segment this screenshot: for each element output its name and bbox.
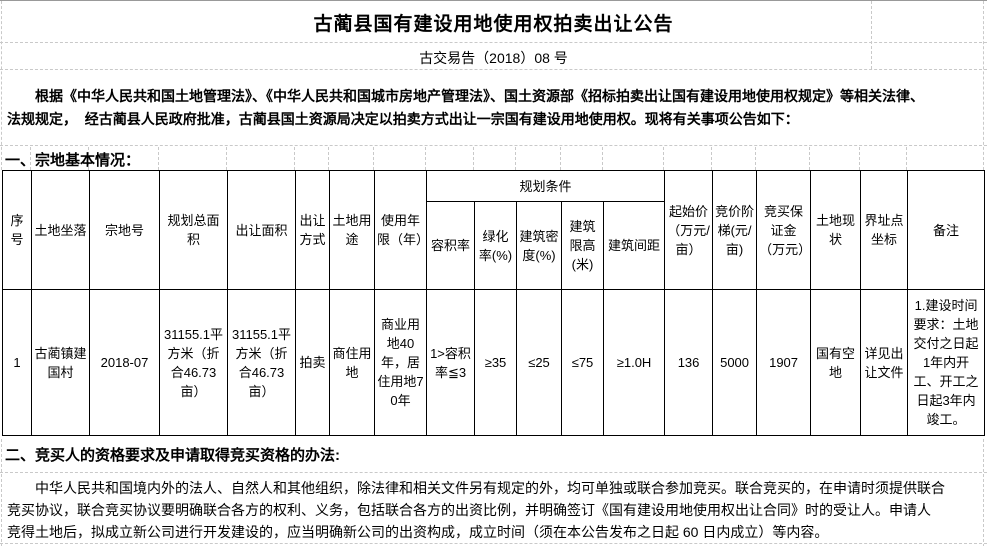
col-header-start-price: 起始价（万元/亩） xyxy=(664,170,714,290)
cell-height-limit: ≤75 xyxy=(561,289,604,436)
grid-line xyxy=(663,147,664,170)
grid-line xyxy=(294,147,295,170)
grid-line xyxy=(473,147,474,170)
col-header-seq: 序号 xyxy=(2,170,32,290)
cell-remark: 1.建设时间要求：土地交付之日起1年内开工、开工之日起3年内竣工。 xyxy=(907,289,986,436)
grid-line xyxy=(0,543,987,544)
cell-bid-step: 5000 xyxy=(712,289,758,436)
grid-line xyxy=(373,147,374,170)
grid-line xyxy=(809,147,810,170)
parcel-table: 序号 土地坐落 宗地号 规划总面积 出让面积 出让方式 土地用途 使用年限（年）… xyxy=(2,170,986,436)
col-header-parcel-no: 宗地号 xyxy=(89,170,160,290)
cell-building-spacing: ≥1.0H xyxy=(602,289,666,436)
col-header-transfer-area: 出让面积 xyxy=(227,170,296,290)
cell-deposit: 1907 xyxy=(756,289,812,436)
grid-line xyxy=(1,1,2,170)
grid-line xyxy=(983,439,984,546)
section2-paragraph: 中华人民共和国境内外的法人、自然人和其他组织，除法律和相关文件另有规定的外，均可… xyxy=(7,480,945,540)
grid-line xyxy=(30,147,31,170)
grid-line xyxy=(0,69,987,70)
cell-parcel-no: 2018-07 xyxy=(89,289,160,436)
grid-line xyxy=(515,147,516,170)
grid-line xyxy=(906,147,907,170)
col-header-planning-conditions: 规划条件 xyxy=(425,170,666,202)
cell-plot-ratio: 1>容积率≦3 xyxy=(426,289,475,436)
cell-location: 古蔺镇建国村 xyxy=(31,289,90,436)
col-header-location: 土地坐落 xyxy=(31,170,90,290)
table-row: 1 古蔺镇建国村 2018-07 31155.1平方米（折合46.73亩） 31… xyxy=(2,289,986,436)
table-header-sub-row: 容积率 绿化率(%) 建筑密度(%) 建筑限高(米) 建筑间距 xyxy=(3,201,985,290)
col-header-greening-rate: 绿化率(%) xyxy=(474,201,517,290)
grid-line xyxy=(560,147,561,170)
col-header-planned-area: 规划总面积 xyxy=(159,170,228,290)
grid-line xyxy=(158,147,159,170)
grid-line xyxy=(1,439,2,546)
grid-line xyxy=(226,147,227,170)
cell-building-density: ≤25 xyxy=(516,289,562,436)
grid-line xyxy=(0,145,987,146)
col-header-building-density: 建筑密度(%) xyxy=(516,201,562,290)
cell-method: 拍卖 xyxy=(295,289,330,436)
cell-land-status: 国有空地 xyxy=(810,289,862,436)
col-header-remark: 备注 xyxy=(907,170,986,290)
col-header-method: 出让方式 xyxy=(295,170,330,290)
col-header-height-limit: 建筑限高(米) xyxy=(561,201,604,290)
grid-line xyxy=(0,42,987,43)
cell-term: 商业用地40年，居住用地70年 xyxy=(374,289,427,436)
table-header-group-row: 序号 土地坐落 宗地号 规划总面积 出让面积 出让方式 土地用途 使用年限（年）… xyxy=(2,170,986,290)
grid-line xyxy=(755,147,756,170)
intro-paragraph: 根据《中华人民共和国土地管理法》、《中华人民共和国城市房地产管理法》、国土资源部… xyxy=(7,88,924,127)
col-header-building-spacing: 建筑间距 xyxy=(602,201,666,290)
cell-greening-rate: ≥35 xyxy=(474,289,517,436)
grid-line xyxy=(602,147,603,170)
section2-heading: 二、竞买人的资格要求及申请取得竞买资格的办法: xyxy=(5,447,340,464)
grid-line xyxy=(0,472,987,473)
cell-boundary: 详见出让文件 xyxy=(860,289,909,436)
grid-line xyxy=(328,147,329,170)
document-number: 古交易告（2018）08 号 xyxy=(419,50,568,66)
cell-seq: 1 xyxy=(2,289,32,436)
col-header-bid-step: 竞价阶梯(元/亩) xyxy=(712,170,758,290)
grid-line xyxy=(711,147,712,170)
col-header-land-use: 土地用途 xyxy=(329,170,375,290)
cell-start-price: 136 xyxy=(664,289,714,436)
col-header-term: 使用年限（年） xyxy=(374,170,427,290)
grid-line xyxy=(88,147,89,170)
grid-line xyxy=(871,1,872,69)
page-title: 古蔺县国有建设用地使用权拍卖出让公告 xyxy=(313,14,674,35)
col-header-deposit: 竞买保证金（万元） xyxy=(756,170,812,290)
cell-planned-area: 31155.1平方米（折合46.73亩） xyxy=(159,289,228,436)
cell-transfer-area: 31155.1平方米（折合46.73亩） xyxy=(227,289,296,436)
col-header-plot-ratio: 容积率 xyxy=(426,201,475,290)
col-header-land-status: 土地现状 xyxy=(810,170,862,290)
grid-line xyxy=(859,147,860,170)
col-header-boundary: 界址点坐标 xyxy=(860,170,909,290)
grid-line xyxy=(425,147,426,170)
cell-land-use: 商住用地 xyxy=(329,289,375,436)
section1-heading: 一、宗地基本情况： xyxy=(5,152,141,169)
grid-line xyxy=(983,1,984,170)
